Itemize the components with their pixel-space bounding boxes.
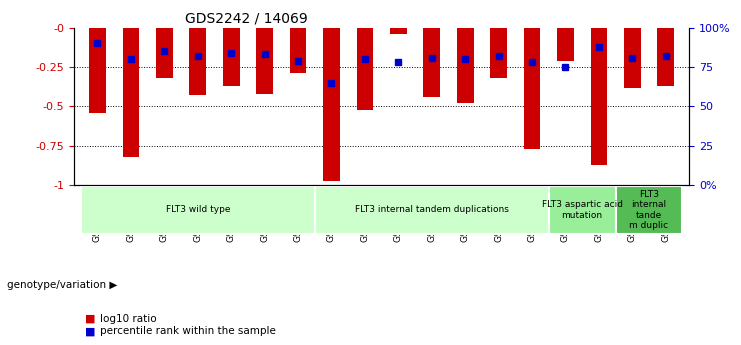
Bar (524, 28, 540, 149)
Bar (657, 28, 674, 86)
Bar (549, 186, 616, 234)
Bar (223, 28, 239, 86)
Bar (423, 28, 440, 97)
Bar (290, 28, 307, 73)
Bar (356, 28, 373, 110)
Bar (591, 28, 607, 165)
Text: FLT3
internal
tande
m duplic: FLT3 internal tande m duplic (629, 190, 668, 230)
Bar (81, 186, 315, 234)
Text: ■: ■ (85, 326, 96, 336)
Bar (323, 28, 340, 180)
Bar (122, 28, 139, 157)
Text: GDS2242 / 14069: GDS2242 / 14069 (185, 11, 308, 25)
Text: FLT3 wild type: FLT3 wild type (165, 206, 230, 215)
Bar (491, 28, 507, 78)
Bar (156, 28, 173, 78)
Bar (557, 28, 574, 61)
Text: FLT3 aspartic acid
mutation: FLT3 aspartic acid mutation (542, 200, 622, 220)
Bar (390, 28, 407, 34)
Text: ■: ■ (85, 314, 96, 324)
Text: genotype/variation ▶: genotype/variation ▶ (7, 280, 118, 289)
Bar (315, 186, 549, 234)
Bar (624, 28, 641, 88)
Bar (190, 28, 206, 96)
Text: percentile rank within the sample: percentile rank within the sample (100, 326, 276, 336)
Bar (256, 28, 273, 94)
Bar (89, 28, 106, 113)
Text: FLT3 internal tandem duplications: FLT3 internal tandem duplications (355, 206, 508, 215)
Bar (456, 28, 473, 103)
Text: log10 ratio: log10 ratio (100, 314, 156, 324)
Bar (616, 186, 682, 234)
